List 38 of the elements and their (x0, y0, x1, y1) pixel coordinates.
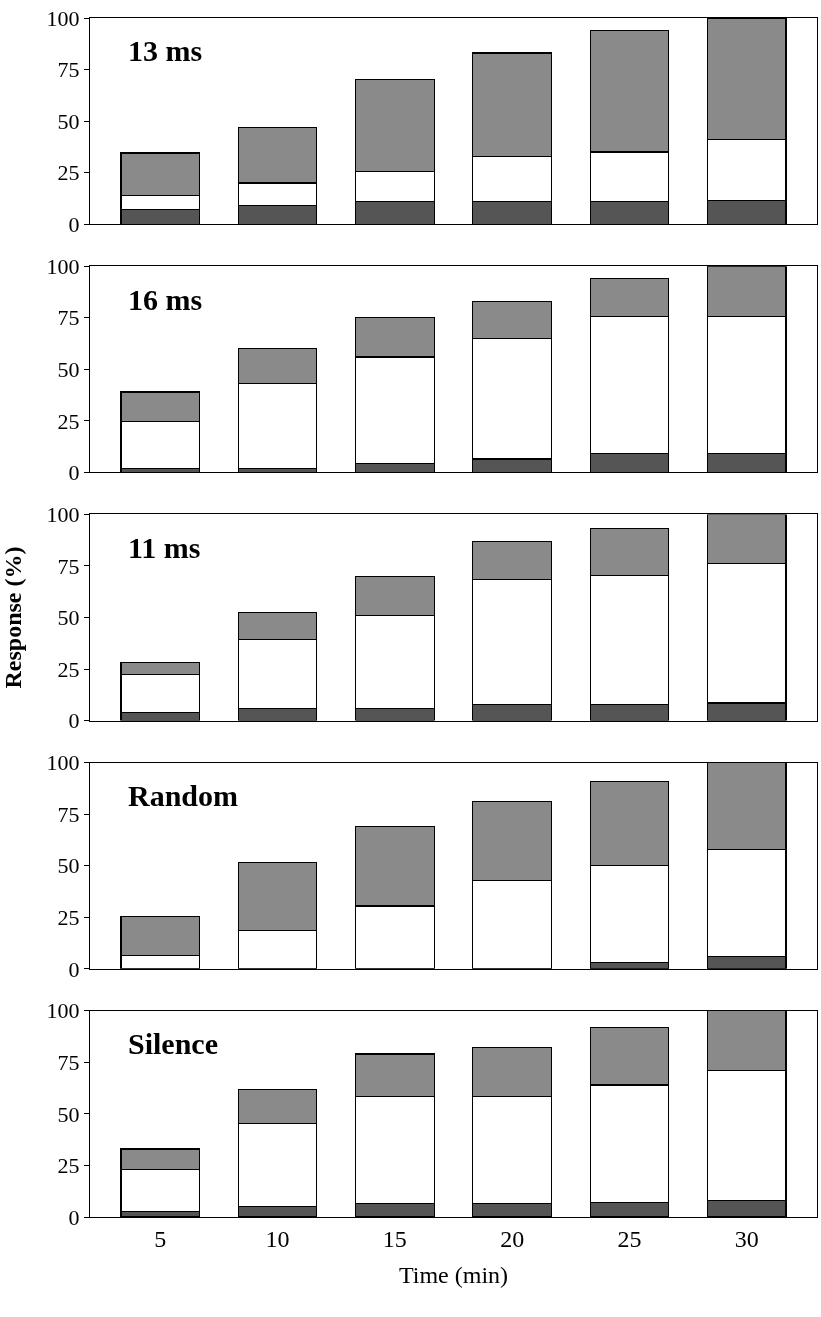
y-axis-title: Response (%) (0, 546, 26, 689)
y-tick-label: 0 (68, 956, 80, 982)
x-tick-label: 5 (154, 1225, 167, 1252)
y-tick-label: 100 (46, 5, 80, 31)
x-tick-label: 30 (734, 1225, 759, 1252)
text: 13 ms (128, 34, 203, 67)
y-tick-label: 0 (68, 708, 80, 734)
y-tick-label: 75 (57, 1050, 80, 1076)
y-tick-label: 25 (57, 656, 80, 682)
x-tick-label: 25 (617, 1225, 642, 1252)
text: Random (128, 779, 239, 812)
y-tick-label: 100 (46, 750, 80, 776)
y-tick-label: 75 (57, 801, 80, 827)
y-tick-label: 25 (57, 160, 80, 186)
y-tick-label: 25 (57, 1153, 80, 1179)
x-axis-title: Time (min) (398, 1262, 509, 1289)
y-tick-label: 50 (57, 1101, 80, 1127)
text: 16 ms (128, 283, 203, 316)
y-tick-label: 50 (57, 853, 80, 879)
y-tick-label: 0 (68, 211, 80, 237)
y-tick-label: 50 (57, 108, 80, 134)
text: 11 ms (128, 531, 201, 564)
y-tick-label: 50 (57, 605, 80, 631)
y-tick-label: 100 (46, 998, 80, 1024)
y-tick-label: 75 (57, 305, 80, 331)
y-tick-label: 75 (57, 553, 80, 579)
y-tick-label: 50 (57, 357, 80, 382)
x-tick-label: 10 (265, 1225, 290, 1252)
y-tick-label: 100 (46, 502, 80, 528)
x-tick-label: 20 (500, 1225, 525, 1252)
x-tick-label: 15 (382, 1225, 407, 1252)
y-tick-label: 25 (57, 408, 80, 434)
text: Silence (128, 1027, 218, 1060)
y-tick-label: 0 (68, 460, 80, 486)
y-tick-label: 75 (57, 57, 80, 83)
y-tick-label: 0 (68, 1204, 80, 1230)
y-tick-label: 25 (57, 904, 80, 930)
y-tick-label: 100 (46, 253, 80, 279)
